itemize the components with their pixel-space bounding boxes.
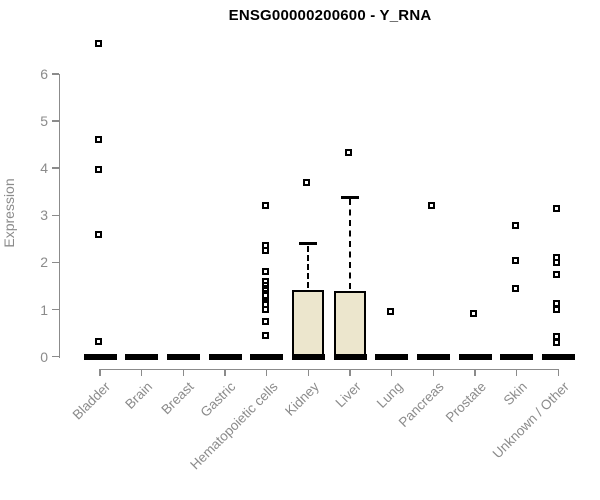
x-tick <box>432 368 435 376</box>
median-bar <box>125 353 159 360</box>
median-bar <box>416 353 450 360</box>
median-bar <box>500 353 534 360</box>
median-bar <box>208 353 242 360</box>
outlier-point <box>261 317 269 325</box>
x-tick <box>140 368 143 376</box>
whisker <box>307 245 310 288</box>
median-bar <box>375 353 409 360</box>
x-tick-label: Unknown / Other <box>489 379 572 462</box>
whisker <box>349 199 351 289</box>
outlier-point <box>95 166 102 174</box>
x-tick <box>349 368 351 376</box>
x-tick <box>515 368 518 376</box>
box <box>292 289 325 360</box>
y-tick <box>51 167 59 169</box>
x-tick-label: Gastric <box>197 379 239 420</box>
median-bar <box>250 353 284 360</box>
outlier-point <box>95 230 102 238</box>
outlier-point <box>345 149 352 157</box>
outlier-point <box>470 309 477 317</box>
x-tick-label: Skin <box>501 379 531 409</box>
y-tick-label: 5 <box>40 113 48 129</box>
outlier-point <box>261 331 269 339</box>
x-tick-label: Lung <box>373 379 406 411</box>
median-bar <box>83 353 117 360</box>
y-tick-label: 1 <box>40 301 48 318</box>
y-tick-label: 0 <box>40 348 48 365</box>
box <box>334 290 366 360</box>
x-tick <box>224 368 226 376</box>
y-tick <box>51 261 59 264</box>
outlier-point <box>553 270 561 278</box>
median-bar <box>166 353 200 360</box>
outlier-point <box>553 204 561 212</box>
median-bar <box>458 353 492 360</box>
outlier-point <box>261 247 269 255</box>
outlier-point <box>95 39 102 47</box>
x-tick-label: Brain <box>122 379 156 412</box>
x-tick <box>557 368 560 376</box>
y-tick-label: 4 <box>40 160 48 177</box>
y-tick <box>51 120 59 122</box>
outlier-point <box>511 256 519 264</box>
outlier-point <box>511 222 519 230</box>
chart-title: ENSG00000200600 - Y_RNA <box>228 7 432 24</box>
y-tick-label: 6 <box>40 65 48 82</box>
y-tick-label: 3 <box>40 207 48 224</box>
outlier-point <box>261 291 269 299</box>
x-tick-label: Bladder <box>70 379 114 423</box>
outlier-point <box>511 284 519 292</box>
x-tick-label: Breast <box>158 379 197 418</box>
x-tick <box>307 368 310 376</box>
y-axis-line <box>58 73 60 358</box>
outlier-point <box>261 202 269 210</box>
x-tick <box>265 368 268 376</box>
median-bar <box>541 353 575 360</box>
outlier-point <box>553 339 561 347</box>
outlier-point <box>95 337 102 345</box>
x-tick <box>182 368 185 376</box>
outlier-point <box>553 258 561 266</box>
x-tick-label: Kidney <box>282 379 322 419</box>
x-tick <box>99 368 101 376</box>
outlier-point <box>553 299 561 307</box>
outlier-point <box>261 306 269 314</box>
y-tick <box>51 308 59 311</box>
y-tick <box>51 214 59 217</box>
outlier-point <box>303 178 311 186</box>
whisker-cap <box>341 196 359 199</box>
median-bar <box>333 353 367 360</box>
outlier-point <box>386 308 394 316</box>
y-tick-label: 2 <box>40 254 48 271</box>
outlier-point <box>553 306 561 314</box>
whisker-cap <box>299 242 318 245</box>
x-tick <box>390 368 393 376</box>
outlier-point <box>95 136 102 144</box>
x-axis-line <box>99 368 560 370</box>
x-tick-label: Prostate <box>442 379 489 426</box>
y-tick <box>51 355 59 358</box>
outlier-point <box>261 268 269 276</box>
y-tick <box>51 73 59 75</box>
x-tick <box>474 368 476 376</box>
x-tick-label: Liver <box>332 379 364 411</box>
median-bar <box>291 353 325 360</box>
outlier-point <box>428 202 436 210</box>
